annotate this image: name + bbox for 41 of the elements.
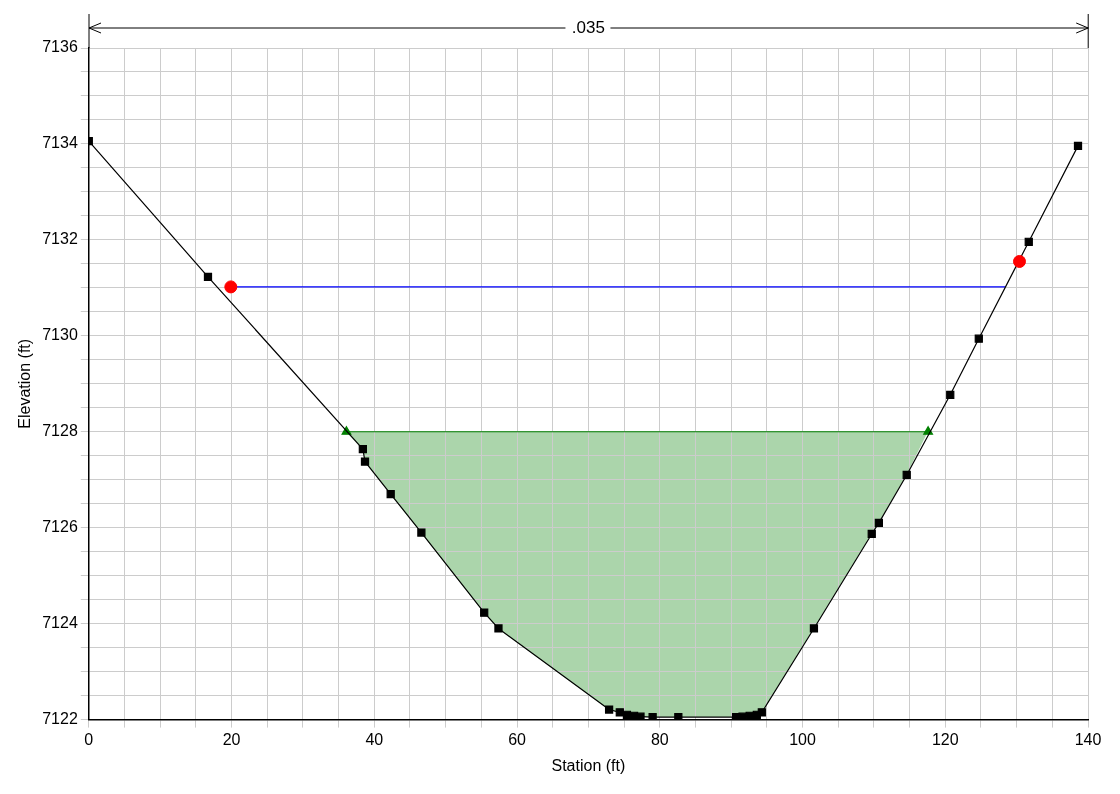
point — [902, 470, 911, 480]
point — [1073, 141, 1083, 150]
y-tick-label: 7132 — [42, 230, 78, 248]
y-tick-label: 7134 — [42, 134, 78, 152]
point — [809, 624, 819, 633]
point — [224, 280, 238, 294]
y-axis-title: Elevation (ft) — [16, 338, 34, 429]
point — [203, 272, 213, 281]
point — [674, 713, 683, 720]
point — [386, 490, 395, 499]
y-tick-label: 7122 — [42, 710, 78, 728]
y-tick-label: 7130 — [42, 326, 78, 344]
point — [648, 713, 657, 720]
x-tick-label: 0 — [84, 730, 94, 748]
point — [358, 444, 367, 454]
x-tick-label: 140 — [1074, 730, 1102, 748]
x-tick-label: 40 — [365, 730, 384, 748]
x-tick-label: 60 — [508, 730, 527, 748]
point — [1024, 237, 1033, 246]
y-tick-label: 7128 — [42, 422, 78, 440]
point — [480, 608, 489, 617]
point — [604, 705, 614, 714]
point — [974, 334, 983, 343]
point — [417, 528, 426, 537]
x-tick-label: 120 — [931, 730, 959, 748]
point — [1012, 254, 1026, 268]
x-tick-label: 20 — [222, 730, 241, 748]
point — [360, 457, 370, 466]
point — [867, 529, 876, 539]
y-tick-label: 7136 — [42, 38, 78, 56]
y-tick-label: 7126 — [42, 518, 78, 536]
point — [874, 518, 884, 528]
point — [757, 708, 766, 717]
y-tick-label: 7124 — [42, 614, 78, 632]
point — [494, 624, 503, 633]
point — [946, 390, 955, 399]
point — [615, 708, 624, 717]
text: .035 — [565, 18, 611, 38]
x-axis-title: Station (ft) — [551, 756, 626, 774]
x-tick-label: 80 — [650, 730, 669, 748]
x-tick-label: 100 — [789, 730, 816, 748]
